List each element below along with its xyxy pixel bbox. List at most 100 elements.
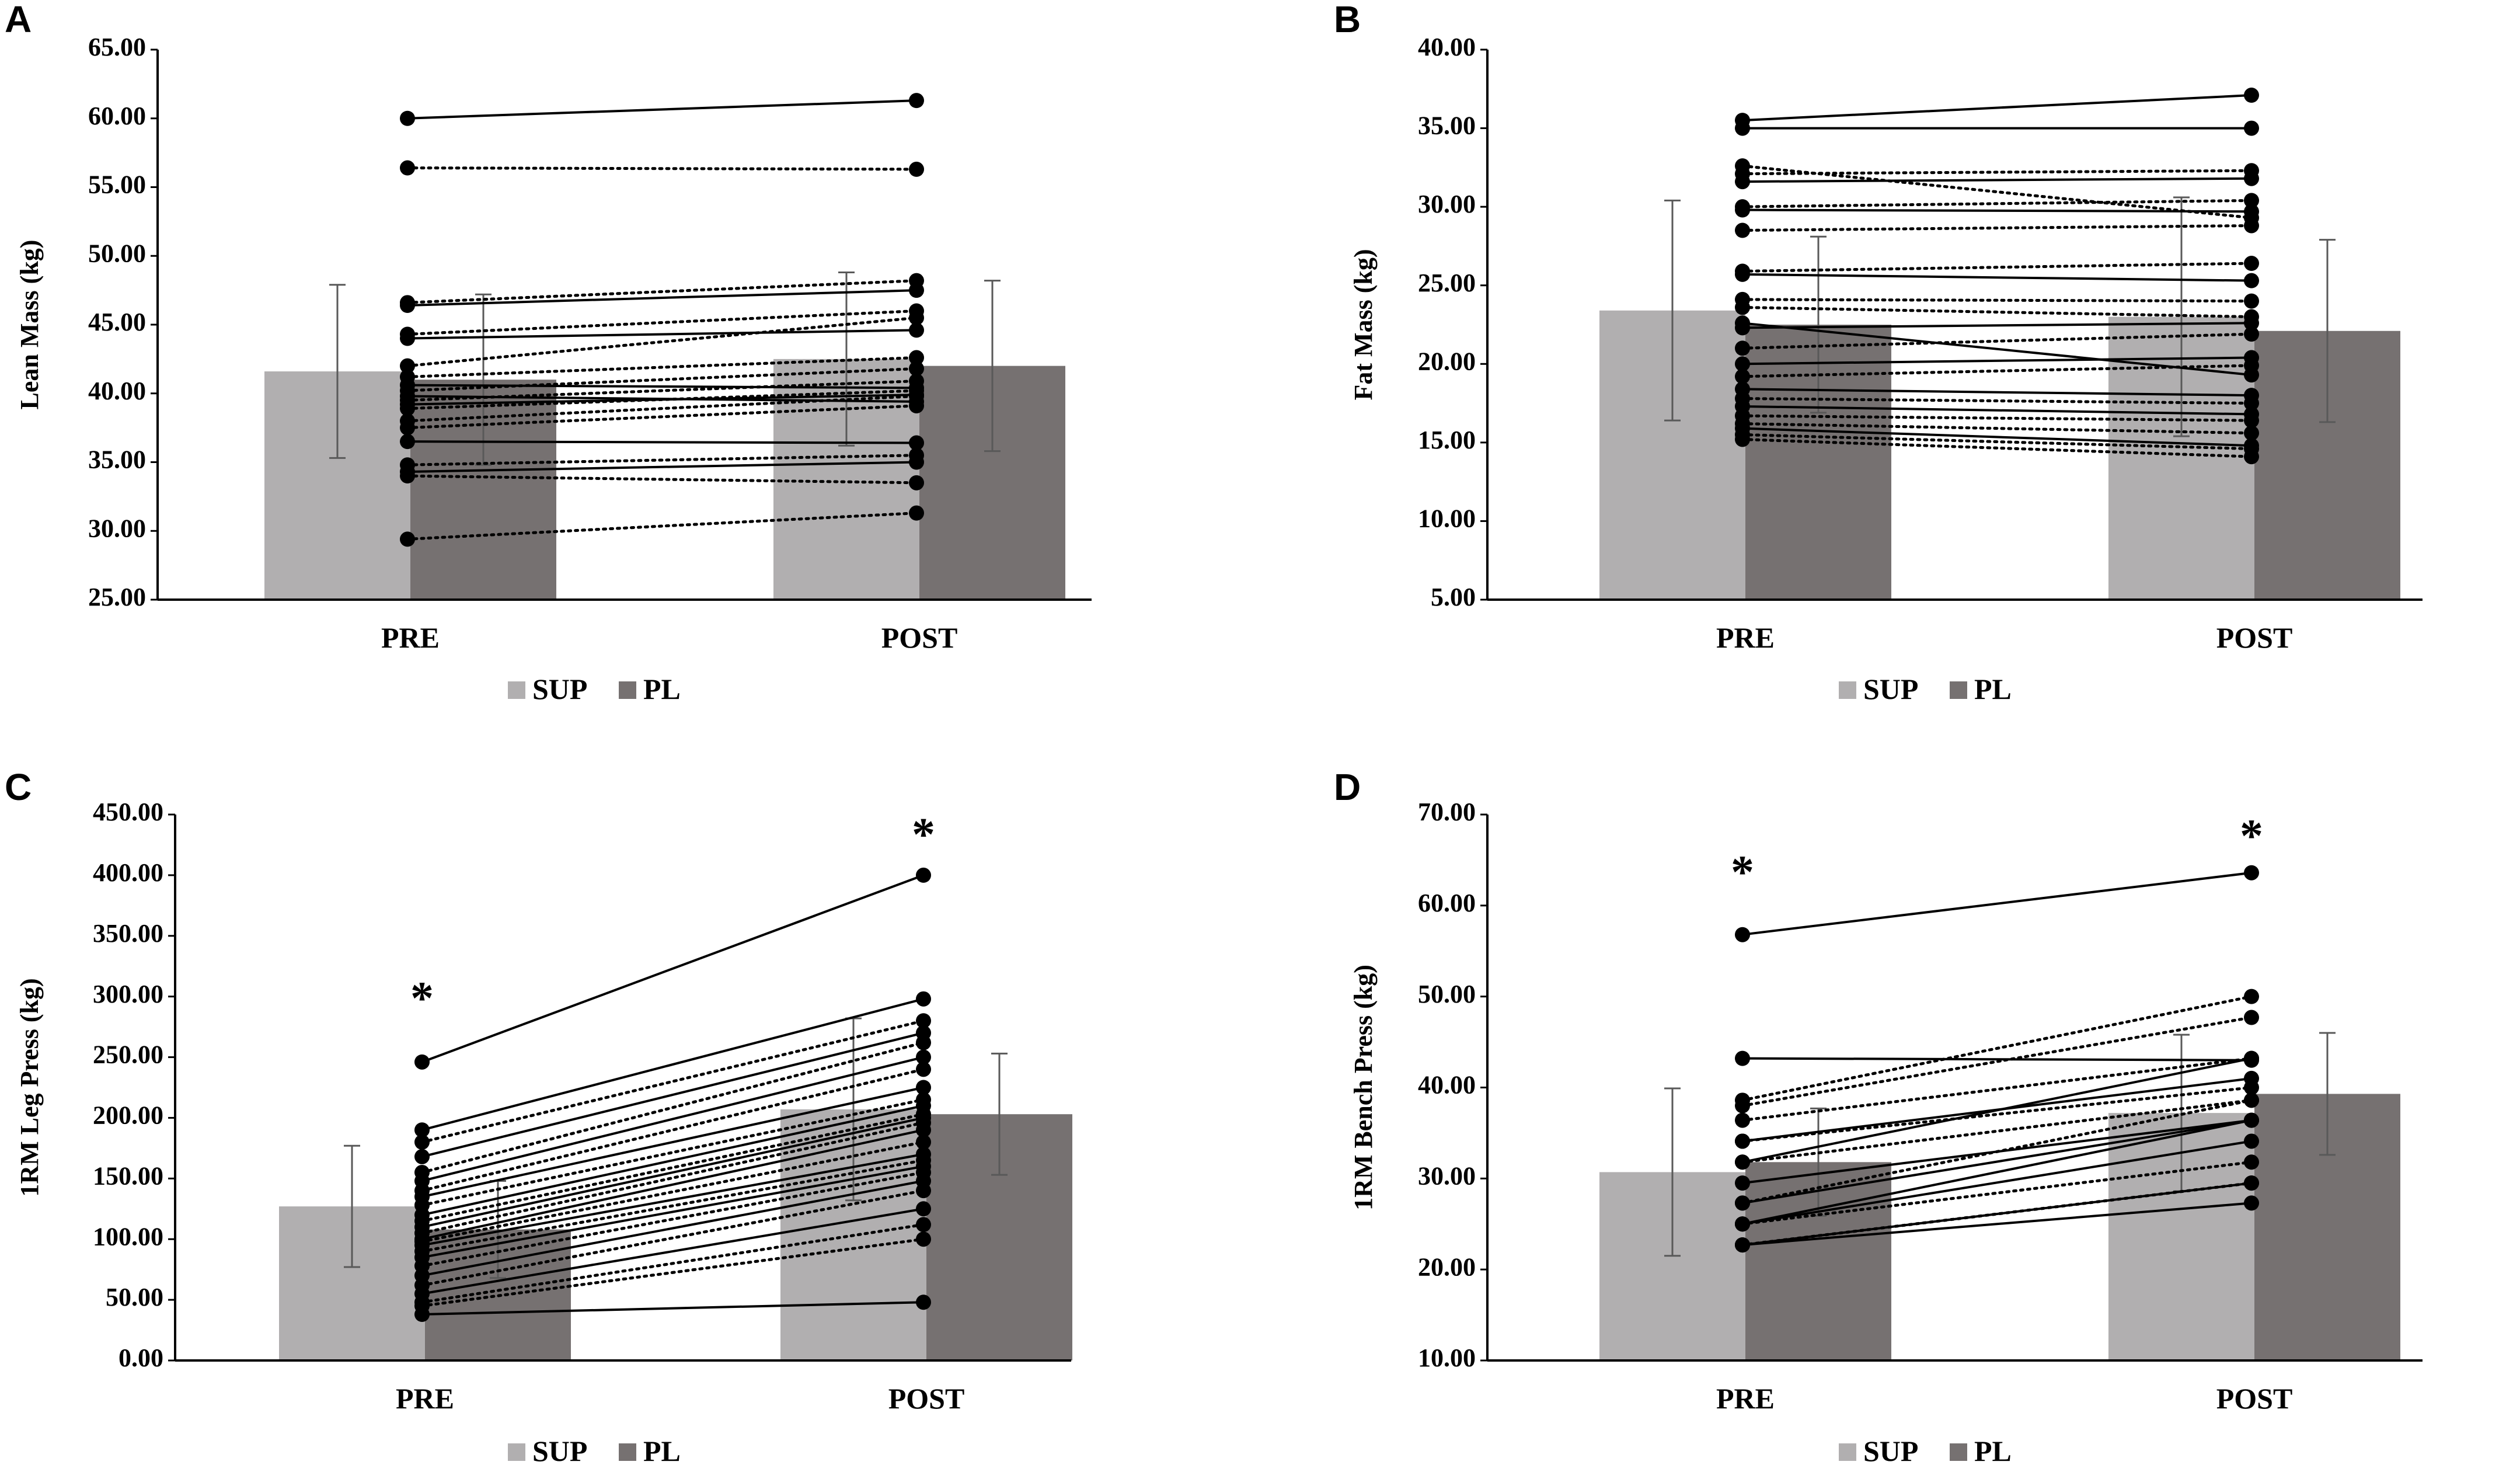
marker-post: [916, 1217, 931, 1233]
participant-line: [420, 1171, 925, 1268]
participant-line: [420, 1067, 925, 1192]
participant-line: [406, 394, 918, 423]
x-category-label: PRE: [1716, 621, 1775, 654]
x-category-label: POST: [2216, 621, 2293, 654]
marker-post: [2244, 395, 2259, 411]
legend: SUP PL: [508, 673, 681, 705]
marker-post: [916, 867, 931, 883]
significance-star: *: [1731, 847, 1754, 899]
participant-line: [421, 1104, 924, 1216]
panel-letter: A: [5, 0, 32, 40]
participant-line: [420, 1158, 925, 1253]
marker-post: [916, 1062, 931, 1077]
marker-post: [2244, 1154, 2259, 1170]
individual-lines: [1735, 865, 2259, 1253]
participant-line: [406, 309, 918, 336]
errorbar-sup-pre: [1664, 1087, 1681, 1257]
marker-pre: [1735, 1195, 1750, 1211]
panel-b: B Fat Mass (kg) 5.00 10.00 15.00 20.00 25.00 30…: [1334, 0, 2423, 705]
y-tick-label: 60.00: [1418, 889, 1476, 917]
marker-post: [916, 1294, 931, 1310]
y-tick-label: 15.00: [1418, 426, 1476, 454]
legend-swatch-pl: [619, 681, 636, 699]
panel-c: C 1RM Leg Press (kg) 0.00 50.00 100.00 150.00…: [5, 766, 1072, 1467]
marker-post: [909, 93, 924, 109]
legend-label-sup: SUP: [532, 673, 587, 705]
participant-line: [1741, 437, 2253, 458]
errorbar-pl-post: [2319, 1032, 2336, 1156]
participant-line: [420, 1140, 925, 1243]
marker-pre: [1735, 368, 1750, 384]
participant-line: [1741, 433, 2253, 451]
participant-line: [1742, 1057, 2252, 1062]
marker-pre: [400, 358, 415, 374]
participant-line: [1742, 388, 2252, 397]
participant-line: [420, 1121, 925, 1235]
marker-post: [2244, 1080, 2259, 1095]
marker-post: [2244, 293, 2259, 309]
participant-line: [1742, 1119, 2252, 1205]
y-tick-label: 20.00: [1418, 1252, 1476, 1281]
x-category-label: POST: [2216, 1382, 2293, 1415]
participant-line: [1741, 1181, 2253, 1247]
participant-line: [1741, 169, 2253, 176]
marker-pre: [400, 434, 415, 450]
participant-line: [421, 1086, 924, 1198]
participant-line: [1741, 199, 2253, 208]
participant-line: [421, 997, 924, 1132]
participant-line: [407, 440, 917, 444]
participant-line: [1741, 396, 2253, 405]
legend: SUP PL: [1839, 673, 2012, 705]
marker-post: [2244, 193, 2259, 208]
legend-swatch-pl: [1950, 1443, 1967, 1461]
legend: SUP PL: [508, 1435, 681, 1467]
errorbar-sup-post: [2173, 196, 2190, 437]
panel-letter: D: [1334, 766, 1361, 808]
marker-pre: [1735, 1237, 1750, 1253]
marker-post: [909, 361, 924, 377]
participant-line: [1742, 322, 2252, 377]
y-tick-label: 65.00: [88, 33, 146, 61]
participant-line: [1742, 427, 2252, 447]
legend-label-sup: SUP: [1863, 1435, 1918, 1467]
participant-line: [1741, 1098, 2253, 1164]
participant-line: [406, 404, 918, 430]
marker-pre: [414, 1149, 430, 1164]
participant-line: [1741, 224, 2253, 232]
errorbar-sup-pre: [329, 284, 346, 459]
marker-pre: [1735, 431, 1750, 447]
marker-post: [2244, 449, 2259, 465]
participant-line: [1741, 414, 2253, 422]
marker-pre: [400, 330, 415, 346]
y-tick-label: 450.00: [93, 798, 163, 826]
participant-line: [406, 356, 918, 378]
y-tick-label: 20.00: [1418, 347, 1476, 375]
participant-line: [1741, 332, 2253, 350]
marker-post: [909, 505, 924, 521]
legend-swatch-pl: [1950, 681, 1967, 699]
participant-line: [1742, 405, 2252, 416]
participant-line: [407, 289, 917, 307]
y-tick-label: 30.00: [1418, 1161, 1476, 1190]
participant-line: [407, 461, 917, 473]
marker-post: [2244, 865, 2259, 881]
y-tick-label: 35.00: [1418, 112, 1476, 140]
x-category-label: POST: [881, 621, 958, 654]
participant-line: [420, 1112, 925, 1223]
y-axis-label: 1RM Bench Press (kg): [1349, 965, 1378, 1210]
legend-label-pl: PL: [1974, 673, 2012, 705]
individual-lines: [1735, 88, 2259, 465]
legend-label-sup: SUP: [1863, 673, 1918, 705]
legend-swatch-sup: [1839, 681, 1856, 699]
marker-post: [909, 283, 924, 298]
marker-post: [2244, 218, 2259, 234]
participant-line: [421, 1301, 924, 1316]
marker-post: [909, 350, 924, 366]
marker-post: [2244, 1010, 2259, 1025]
errorbar-pl-pre: [1810, 235, 1827, 414]
participant-line: [420, 1098, 925, 1207]
x-category-label: POST: [888, 1382, 965, 1415]
y-tick-label: 60.00: [88, 102, 146, 130]
marker-post: [2244, 413, 2259, 429]
participant-line: [420, 1041, 925, 1174]
